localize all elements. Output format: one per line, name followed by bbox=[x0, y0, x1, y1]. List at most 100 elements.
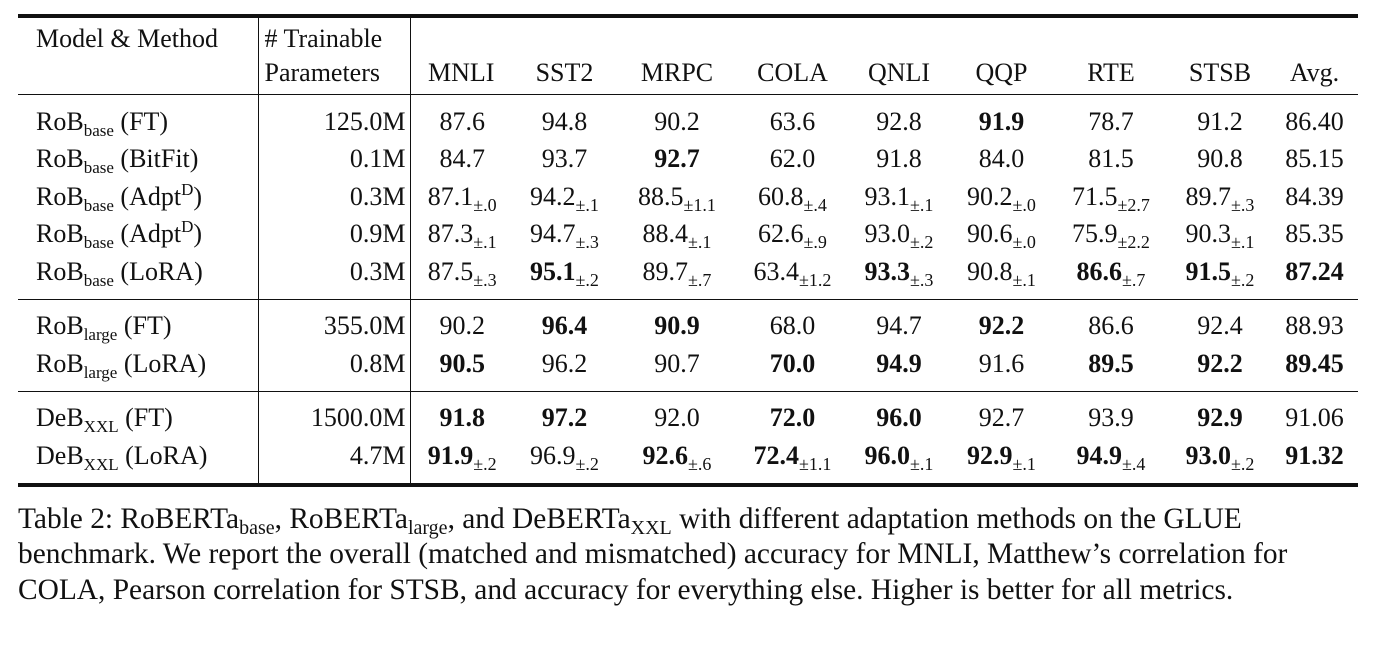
column-header: COLA bbox=[757, 58, 828, 87]
table-row: DeBXXL (LoRA) 4.7M 91.9±.2 96.9±.2 92.6±.6 72… bbox=[18, 437, 1358, 475]
column-header: RTE bbox=[1087, 58, 1135, 87]
results-table: Model & Method # Trainable Parameters MN… bbox=[18, 14, 1358, 489]
score-cell: 91.6 bbox=[978, 348, 1025, 378]
params-cell: 355.0M bbox=[258, 307, 411, 345]
score-cell: 91.8 bbox=[876, 144, 922, 174]
table-row: RoBbase (FT) 125.0M 87.6 94.8 90.2 63.6 92.8 91… bbox=[18, 103, 1358, 141]
score-cell: 91.8 bbox=[439, 403, 486, 433]
model-method-cell: RoBlarge (FT) bbox=[18, 307, 259, 345]
score-cell: 93.9 bbox=[1088, 403, 1134, 433]
score-cell: 86.6±.7 bbox=[1076, 256, 1146, 290]
header-parameters: Parameters bbox=[258, 52, 411, 95]
score-cell: 89.45 bbox=[1285, 348, 1344, 378]
score-cell: 92.7 bbox=[978, 403, 1025, 433]
score-cell: 93.1±.1 bbox=[864, 181, 934, 215]
score-cell: 93.0±.2 bbox=[1185, 440, 1255, 474]
score-cell: 62.0 bbox=[769, 144, 816, 174]
score-cell: 78.7 bbox=[1088, 106, 1134, 136]
score-cell: 89.7±.3 bbox=[1185, 181, 1255, 215]
score-cell: 72.4±1.1 bbox=[753, 440, 832, 474]
score-cell: 75.9±2.2 bbox=[1072, 219, 1150, 253]
score-cell: 90.2±.0 bbox=[967, 181, 1036, 215]
score-cell: 92.9 bbox=[1197, 403, 1243, 433]
score-cell: 71.5±2.7 bbox=[1072, 181, 1150, 215]
score-cell: 85.35 bbox=[1285, 219, 1344, 249]
score-cell: 68.0 bbox=[769, 311, 816, 341]
score-cell: 90.2 bbox=[654, 106, 700, 136]
score-cell: 96.0±.1 bbox=[864, 440, 934, 474]
caption-text: with different adaptation methods on the… bbox=[18, 503, 1288, 606]
model-method-cell: RoBbase (BitFit) bbox=[18, 140, 259, 178]
score-cell: 87.1±.0 bbox=[427, 181, 497, 215]
column-header: SST2 bbox=[535, 58, 594, 87]
score-cell: 91.32 bbox=[1285, 440, 1344, 470]
score-cell: 81.5 bbox=[1088, 144, 1134, 174]
score-cell: 90.7 bbox=[654, 348, 700, 378]
header-model-method: Model & Method bbox=[18, 18, 259, 52]
params-cell: 0.3M bbox=[258, 178, 411, 216]
score-cell: 90.3±.1 bbox=[1185, 219, 1255, 253]
score-cell: 95.1±.2 bbox=[530, 256, 599, 290]
score-cell: 88.5±1.1 bbox=[638, 181, 716, 215]
column-header: STSB bbox=[1188, 58, 1252, 87]
score-cell: 94.2±.1 bbox=[530, 181, 599, 215]
score-cell: 94.8 bbox=[541, 106, 588, 136]
score-cell: 94.9±.4 bbox=[1076, 440, 1146, 474]
score-cell: 84.7 bbox=[439, 144, 486, 174]
score-cell: 93.7 bbox=[541, 144, 588, 174]
score-cell: 89.7±.7 bbox=[642, 256, 712, 290]
score-cell: 96.4 bbox=[541, 311, 588, 341]
score-cell: 90.9 bbox=[654, 311, 700, 341]
model-method-cell: RoBbase (FT) bbox=[18, 103, 259, 141]
score-cell: 94.7±.3 bbox=[530, 219, 599, 253]
params-cell: 0.8M bbox=[258, 345, 411, 383]
caption-model-2: RoBERTalarge bbox=[289, 503, 448, 539]
params-cell: 0.1M bbox=[258, 140, 411, 178]
score-cell: 92.0 bbox=[654, 403, 700, 433]
score-cell: 72.0 bbox=[769, 403, 816, 433]
score-cell: 86.40 bbox=[1285, 106, 1344, 136]
model-method-cell: RoBlarge (LoRA) bbox=[18, 345, 259, 383]
params-cell: 0.3M bbox=[258, 253, 411, 291]
score-cell: 62.6±.9 bbox=[758, 219, 827, 253]
score-cell: 92.7 bbox=[654, 144, 700, 174]
table-row: RoBlarge (LoRA) 0.8M 90.5 96.2 90.7 70.0 94.9 9… bbox=[18, 345, 1358, 383]
score-cell: 91.2 bbox=[1197, 106, 1243, 136]
model-method-cell: RoBbase (AdptD) bbox=[18, 215, 259, 253]
table-caption: Table 2: RoBERTabase, RoBERTalarge, and … bbox=[18, 503, 1288, 606]
score-cell: 87.24 bbox=[1285, 256, 1344, 286]
score-cell: 70.0 bbox=[769, 348, 816, 378]
table-row: DeBXXL (FT) 1500.0M 91.8 97.2 92.0 72.0 96.0 92… bbox=[18, 399, 1358, 437]
column-header: MNLI bbox=[428, 58, 495, 87]
score-cell: 60.8±.4 bbox=[758, 181, 827, 215]
score-cell: 92.6±.6 bbox=[642, 440, 712, 474]
score-cell: 94.7 bbox=[876, 311, 922, 341]
score-cell: 87.3±.1 bbox=[427, 219, 497, 253]
score-cell: 87.5±.3 bbox=[427, 256, 497, 290]
score-cell: 92.9±.1 bbox=[967, 440, 1036, 474]
score-cell: 90.8 bbox=[1197, 144, 1243, 174]
column-header: Avg. bbox=[1289, 58, 1340, 87]
score-cell: 90.5 bbox=[439, 348, 486, 378]
column-header: QQP bbox=[975, 58, 1028, 87]
score-cell: 93.3±.3 bbox=[864, 256, 934, 290]
score-cell: 90.8±.1 bbox=[967, 256, 1036, 290]
column-header: MRPC bbox=[640, 58, 714, 87]
score-cell: 84.0 bbox=[978, 144, 1025, 174]
table-row: RoBlarge (FT) 355.0M 90.2 96.4 90.9 68.0 94.7 9… bbox=[18, 307, 1358, 345]
model-method-cell: RoBbase (LoRA) bbox=[18, 253, 259, 291]
table-row: RoBbase (LoRA) 0.3M 87.5±.3 95.1±.2 89.7±.7 6… bbox=[18, 253, 1358, 291]
score-cell: 91.06 bbox=[1285, 403, 1344, 433]
score-cell: 63.6 bbox=[769, 106, 816, 136]
results-table-container: Model & Method # Trainable Parameters MN… bbox=[18, 14, 1358, 489]
score-cell: 89.5 bbox=[1088, 348, 1134, 378]
score-cell: 93.0±.2 bbox=[864, 219, 934, 253]
column-header: QNLI bbox=[867, 58, 931, 87]
score-cell: 92.8 bbox=[876, 106, 922, 136]
score-cell: 85.15 bbox=[1285, 144, 1344, 174]
score-cell: 84.39 bbox=[1285, 181, 1344, 211]
caption-label: Table 2: bbox=[18, 503, 121, 535]
score-cell: 63.4±1.2 bbox=[753, 256, 832, 290]
params-cell: 0.9M bbox=[258, 215, 411, 253]
score-cell: 97.2 bbox=[541, 403, 588, 433]
